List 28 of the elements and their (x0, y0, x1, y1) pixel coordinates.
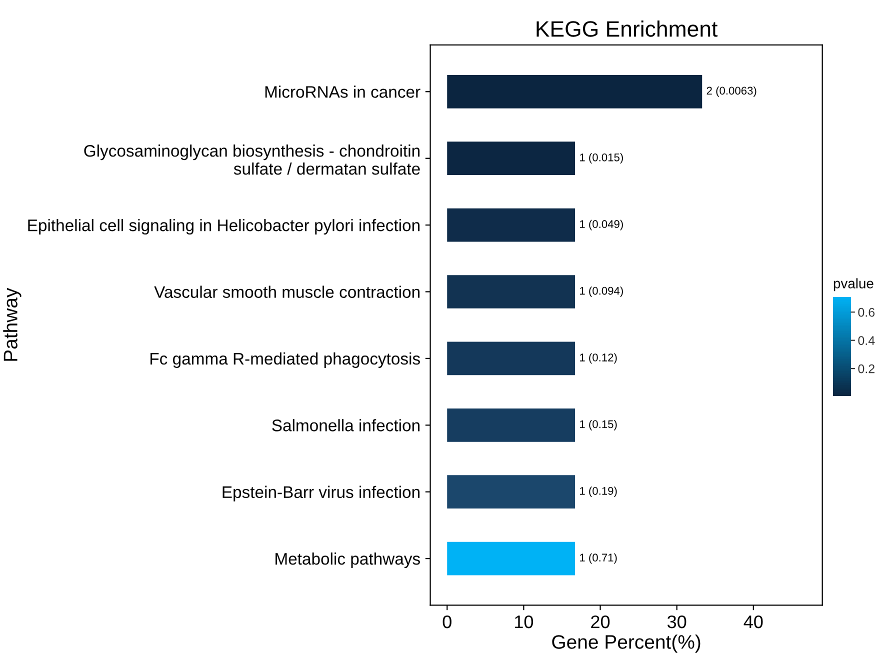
annotation: 2 (0.0063) (706, 86, 756, 97)
x-axis-title: Gene Percent(%) (552, 634, 700, 653)
annotation: 1 (0.71) (580, 553, 617, 564)
x-tick-label: 20 (591, 615, 610, 628)
color-bar-label: 0.2 (858, 364, 874, 374)
x-tick-label: 40 (744, 615, 763, 628)
color-bar-label: 0.4 (858, 336, 875, 345)
color-bar-label: 0.6 (858, 308, 875, 317)
x-tick-label: 10 (515, 615, 534, 628)
color-bar-title: pvalue (834, 278, 874, 292)
x-tick-label: 30 (667, 615, 686, 628)
annotation: 1 (0.12) (580, 353, 617, 364)
y-tick-label: Salmonella infection (272, 419, 420, 432)
y-tick-label: Fc gamma R-mediated phagocytosis (150, 352, 420, 368)
chart-title: KEGG Enrichment (536, 20, 718, 37)
annotation: 1 (0.094) (580, 286, 623, 297)
annotation: 1 (0.049) (580, 220, 623, 230)
y-tick-label: Epithelial cell signaling in Helicobacter pylori infection (28, 219, 420, 235)
annotation: 1 (0.15) (580, 420, 617, 430)
y-tick-label: MicroRNAs in cancer (265, 86, 420, 98)
y-tick-label: Epstein-Barr virus infection (222, 486, 420, 502)
annotation: 1 (0.015) (580, 153, 623, 164)
y-tick-label: Vascular smooth muscle contraction (154, 286, 420, 298)
y-tick-label: Metabolic pathways (276, 552, 420, 568)
x-tick-label: 0 (442, 615, 452, 628)
y-axis-title: Pathway (3, 288, 22, 361)
y-tick-label: Glycosaminoglycan biosynthesis - chondroitin sulfate / dermatan sulfate (84, 144, 420, 175)
annotation: 1 (0.19) (580, 486, 617, 498)
